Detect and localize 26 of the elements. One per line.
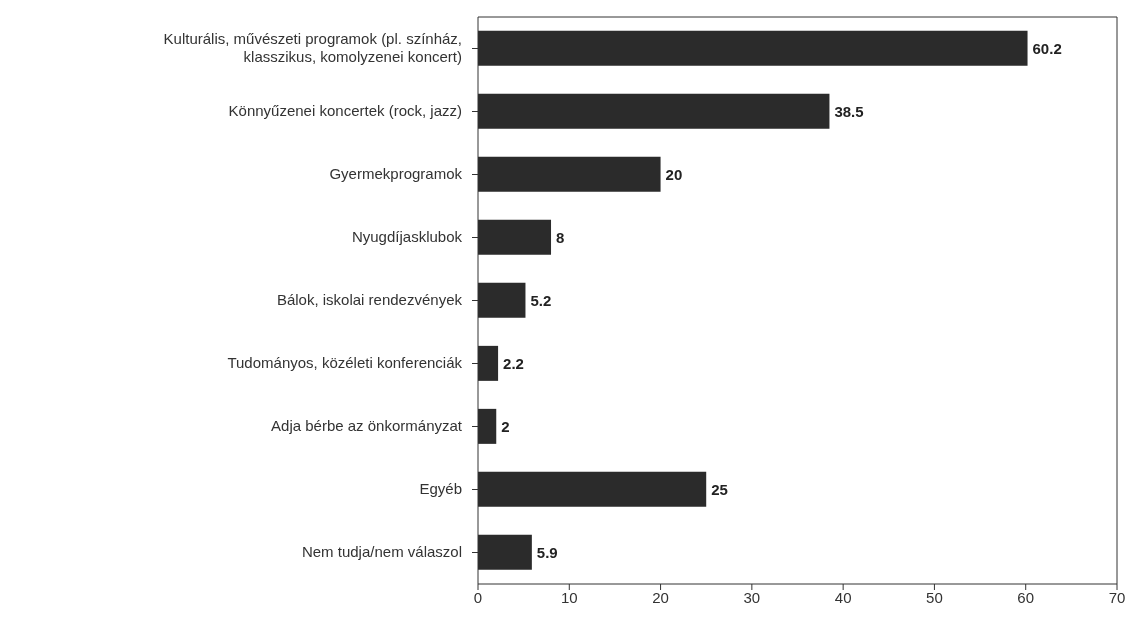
y-tick-label: Kulturális, művészeti programok (pl. színház, klasszikus, komolyzenei koncert) [163,29,462,65]
data-label: 2 [501,417,510,435]
x-tick-label: 60 [1017,588,1035,606]
data-label: 60.2 [1032,39,1062,57]
x-tick-label: 20 [652,588,669,606]
y-tick-label: Adja bérbe az önkormányzat [271,416,463,434]
data-label: 38.5 [834,102,864,120]
x-tick-label: 40 [834,588,852,606]
y-tick-label: Tudományos, közéleti konferenciák [227,353,463,371]
x-tick-label: 50 [926,588,943,606]
data-label: 25 [711,480,728,498]
y-tick-label: Nem tudja/nem válaszol [301,542,462,560]
data-label: 8 [556,228,565,246]
x-tick-label: 30 [743,588,761,606]
y-tick-label: Gyermekprogramok [329,164,463,182]
x-tick-label: 10 [560,588,578,606]
data-label: 20 [665,165,683,183]
y-tick-label: Könnyűzenei koncertek (rock, jazz) [228,101,462,119]
data-label: 5.9 [536,543,558,561]
y-tick-label: Bálok, iskolai rendezvények [276,290,463,308]
data-label: 5.2 [530,291,552,309]
y-tick-label: Nyugdíjasklubok [351,227,463,245]
x-tick-label: 0 [473,588,483,606]
x-tick-label: 70 [1108,588,1126,606]
y-tick-label: Egyéb [419,479,462,497]
data-label: 2.2 [503,354,524,372]
